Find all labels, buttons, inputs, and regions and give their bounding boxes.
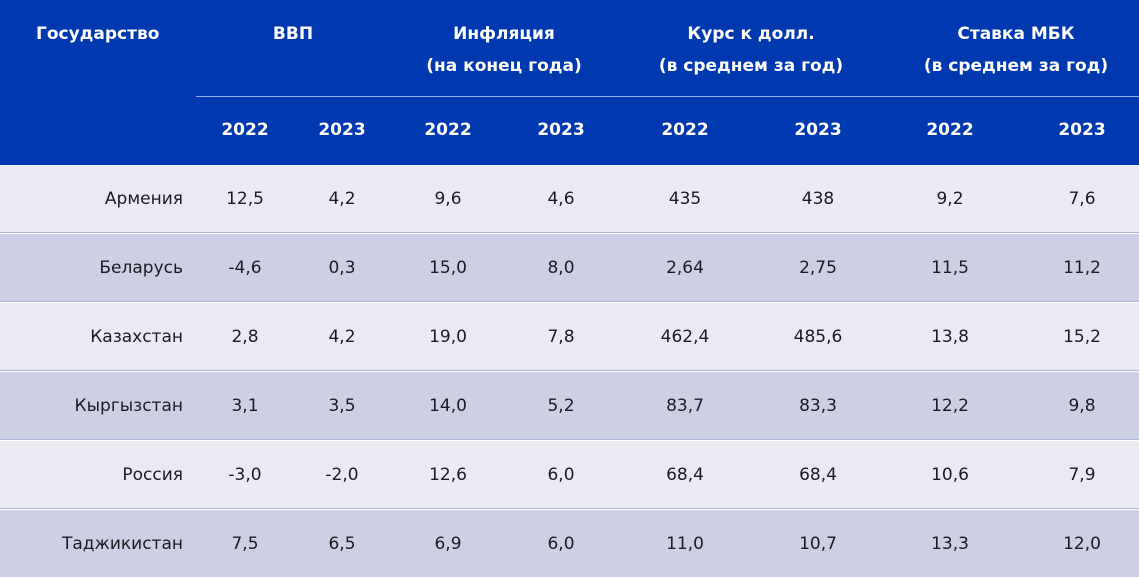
value-gdp-2022: -3,0 [228,465,262,485]
header-year: 2023 [794,120,842,140]
header-country: Государство [36,24,160,44]
value-rate-2023: 2,75 [799,258,837,278]
value-inflation-2023: 7,8 [547,327,575,347]
header-year: 2022 [926,120,974,140]
header-year: 2023 [537,120,585,140]
value-gdp-2022: 2,8 [231,327,259,347]
value-inflation-2022: 12,6 [429,465,467,485]
value-gdp-2022: -4,6 [228,258,262,278]
value-gdp-2022: 7,5 [231,534,259,554]
header-gdp: ВВП [272,24,314,44]
value-gdp-2022: 12,5 [226,189,264,209]
value-rate-2023: 68,4 [799,465,837,485]
header-year: 2023 [318,120,366,140]
table-row: Кыргызстан 3,1 3,5 14,0 5,2 83,7 83,3 12… [0,372,1139,440]
country-name: Кыргызстан [74,396,183,416]
table-header: Государство ВВП Инфляция (на конец года)… [0,0,1139,165]
header-year: 2022 [424,120,472,140]
value-mbk-2023: 9,8 [1068,396,1096,416]
header-year: 2022 [221,120,269,140]
value-inflation-2022: 14,0 [429,396,467,416]
value-inflation-2022: 19,0 [429,327,467,347]
value-inflation-2023: 6,0 [547,534,575,554]
value-inflation-2022: 9,6 [434,189,462,209]
value-inflation-2023: 6,0 [547,465,575,485]
value-gdp-2023: 6,5 [328,534,356,554]
header-mbk-subtitle: (в среднем за год) [923,56,1109,76]
value-rate-2022: 83,7 [666,396,704,416]
value-rate-2022: 11,0 [666,534,704,554]
header-rate-title: Курс к долл. [687,24,815,44]
value-rate-2023: 485,6 [793,327,843,347]
value-inflation-2023: 5,2 [547,396,575,416]
value-rate-2022: 68,4 [666,465,704,485]
header-inflation-title: Инфляция [453,24,555,44]
value-gdp-2023: 0,3 [328,258,356,278]
value-inflation-2022: 15,0 [429,258,467,278]
value-rate-2022: 435 [668,189,702,209]
table-row: Россия -3,0 -2,0 12,6 6,0 68,4 68,4 10,6… [0,441,1139,509]
value-mbk-2023: 12,0 [1063,534,1101,554]
value-inflation-2023: 8,0 [547,258,575,278]
country-name: Армения [104,189,183,209]
header-year: 2023 [1058,120,1106,140]
value-mbk-2022: 10,6 [931,465,969,485]
value-mbk-2023: 7,9 [1068,465,1096,485]
header-inflation-subtitle: (на конец года) [426,56,582,76]
country-name: Россия [122,465,183,485]
table-row: Казахстан 2,8 4,2 19,0 7,8 462,4 485,6 1… [0,303,1139,371]
value-mbk-2022: 11,5 [931,258,969,278]
value-mbk-2023: 11,2 [1063,258,1101,278]
value-inflation-2022: 6,9 [434,534,462,554]
table-row: Беларусь -4,6 0,3 15,0 8,0 2,64 2,75 11,… [0,234,1139,302]
value-gdp-2023: -2,0 [325,465,359,485]
value-mbk-2022: 13,8 [931,327,969,347]
value-rate-2022: 2,64 [666,258,704,278]
value-gdp-2023: 4,2 [328,327,356,347]
value-rate-2023: 438 [801,189,835,209]
value-gdp-2023: 3,5 [328,396,356,416]
country-name: Беларусь [99,258,183,278]
value-rate-2022: 462,4 [660,327,710,347]
value-mbk-2023: 15,2 [1063,327,1101,347]
value-mbk-2023: 7,6 [1068,189,1096,209]
header-mbk-title: Ставка МБК [957,24,1075,44]
value-gdp-2023: 4,2 [328,189,356,209]
header-rate-subtitle: (в среднем за год) [658,56,844,76]
value-mbk-2022: 9,2 [936,189,964,209]
value-inflation-2023: 4,6 [547,189,575,209]
value-mbk-2022: 12,2 [931,396,969,416]
table-row: Армения 12,5 4,2 9,6 4,6 435 438 9,2 7,6 [0,165,1139,233]
country-name: Казахстан [90,327,183,347]
header-year: 2022 [661,120,709,140]
value-mbk-2022: 13,3 [931,534,969,554]
table-row: Таджикистан 7,5 6,5 6,9 6,0 11,0 10,7 13… [0,510,1139,577]
value-rate-2023: 83,3 [799,396,837,416]
value-gdp-2022: 3,1 [231,396,259,416]
value-rate-2023: 10,7 [799,534,837,554]
header-divider [196,96,1139,97]
country-name: Таджикистан [61,534,183,554]
